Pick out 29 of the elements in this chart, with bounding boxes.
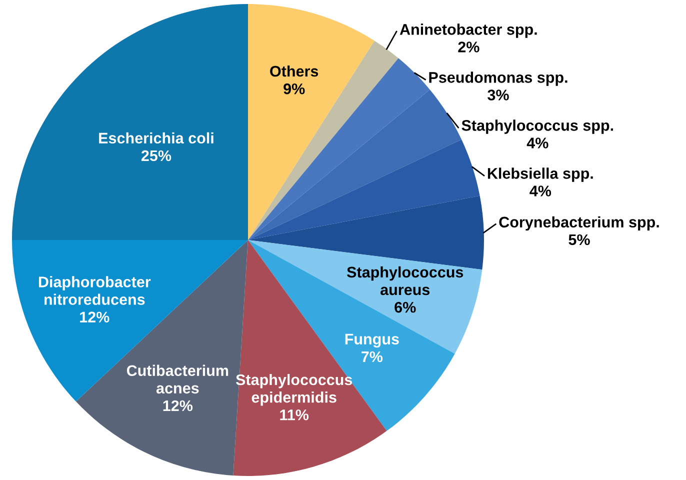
data-label: 25% bbox=[141, 150, 172, 162]
slice-label: Corynebacterium spp. bbox=[499, 216, 659, 231]
slice-label: Staphylococcus spp. bbox=[462, 120, 614, 134]
data-label: 11% bbox=[280, 410, 309, 420]
pie-slice bbox=[248, 4, 374, 240]
data-label: 4% bbox=[526, 138, 548, 148]
slice-label: Others bbox=[270, 65, 318, 77]
data-label: 12% bbox=[163, 400, 193, 412]
data-label: 7% bbox=[362, 351, 383, 362]
pie-slice bbox=[248, 40, 398, 240]
pie-slice bbox=[248, 58, 430, 240]
data-label: 5% bbox=[568, 234, 590, 246]
slice-label: Escherichia coli bbox=[99, 132, 214, 144]
slice-label: Klebsiella spp. bbox=[488, 168, 593, 182]
pie-slice bbox=[12, 4, 248, 240]
slice-label: Diaphorobacter nitroreducens bbox=[38, 276, 151, 305]
data-label: 12% bbox=[80, 312, 110, 322]
pie-slice bbox=[248, 140, 480, 240]
data-label: 3% bbox=[488, 90, 509, 100]
data-label: 2% bbox=[458, 42, 480, 52]
slice-label: Staphylococcus epidermidis bbox=[236, 374, 352, 406]
data-label: 6% bbox=[394, 302, 416, 313]
slice-label: Staphylococcus aureus bbox=[346, 266, 464, 296]
slice-label: Pseudomonas spp. bbox=[429, 72, 568, 86]
slice-label: Fungus bbox=[345, 334, 399, 348]
slice-label: Aninetobacter spp. bbox=[400, 24, 537, 38]
data-label: 9% bbox=[284, 83, 305, 94]
slice-label: Cutibacterium acnes bbox=[126, 364, 228, 394]
data-label: 4% bbox=[530, 186, 552, 196]
